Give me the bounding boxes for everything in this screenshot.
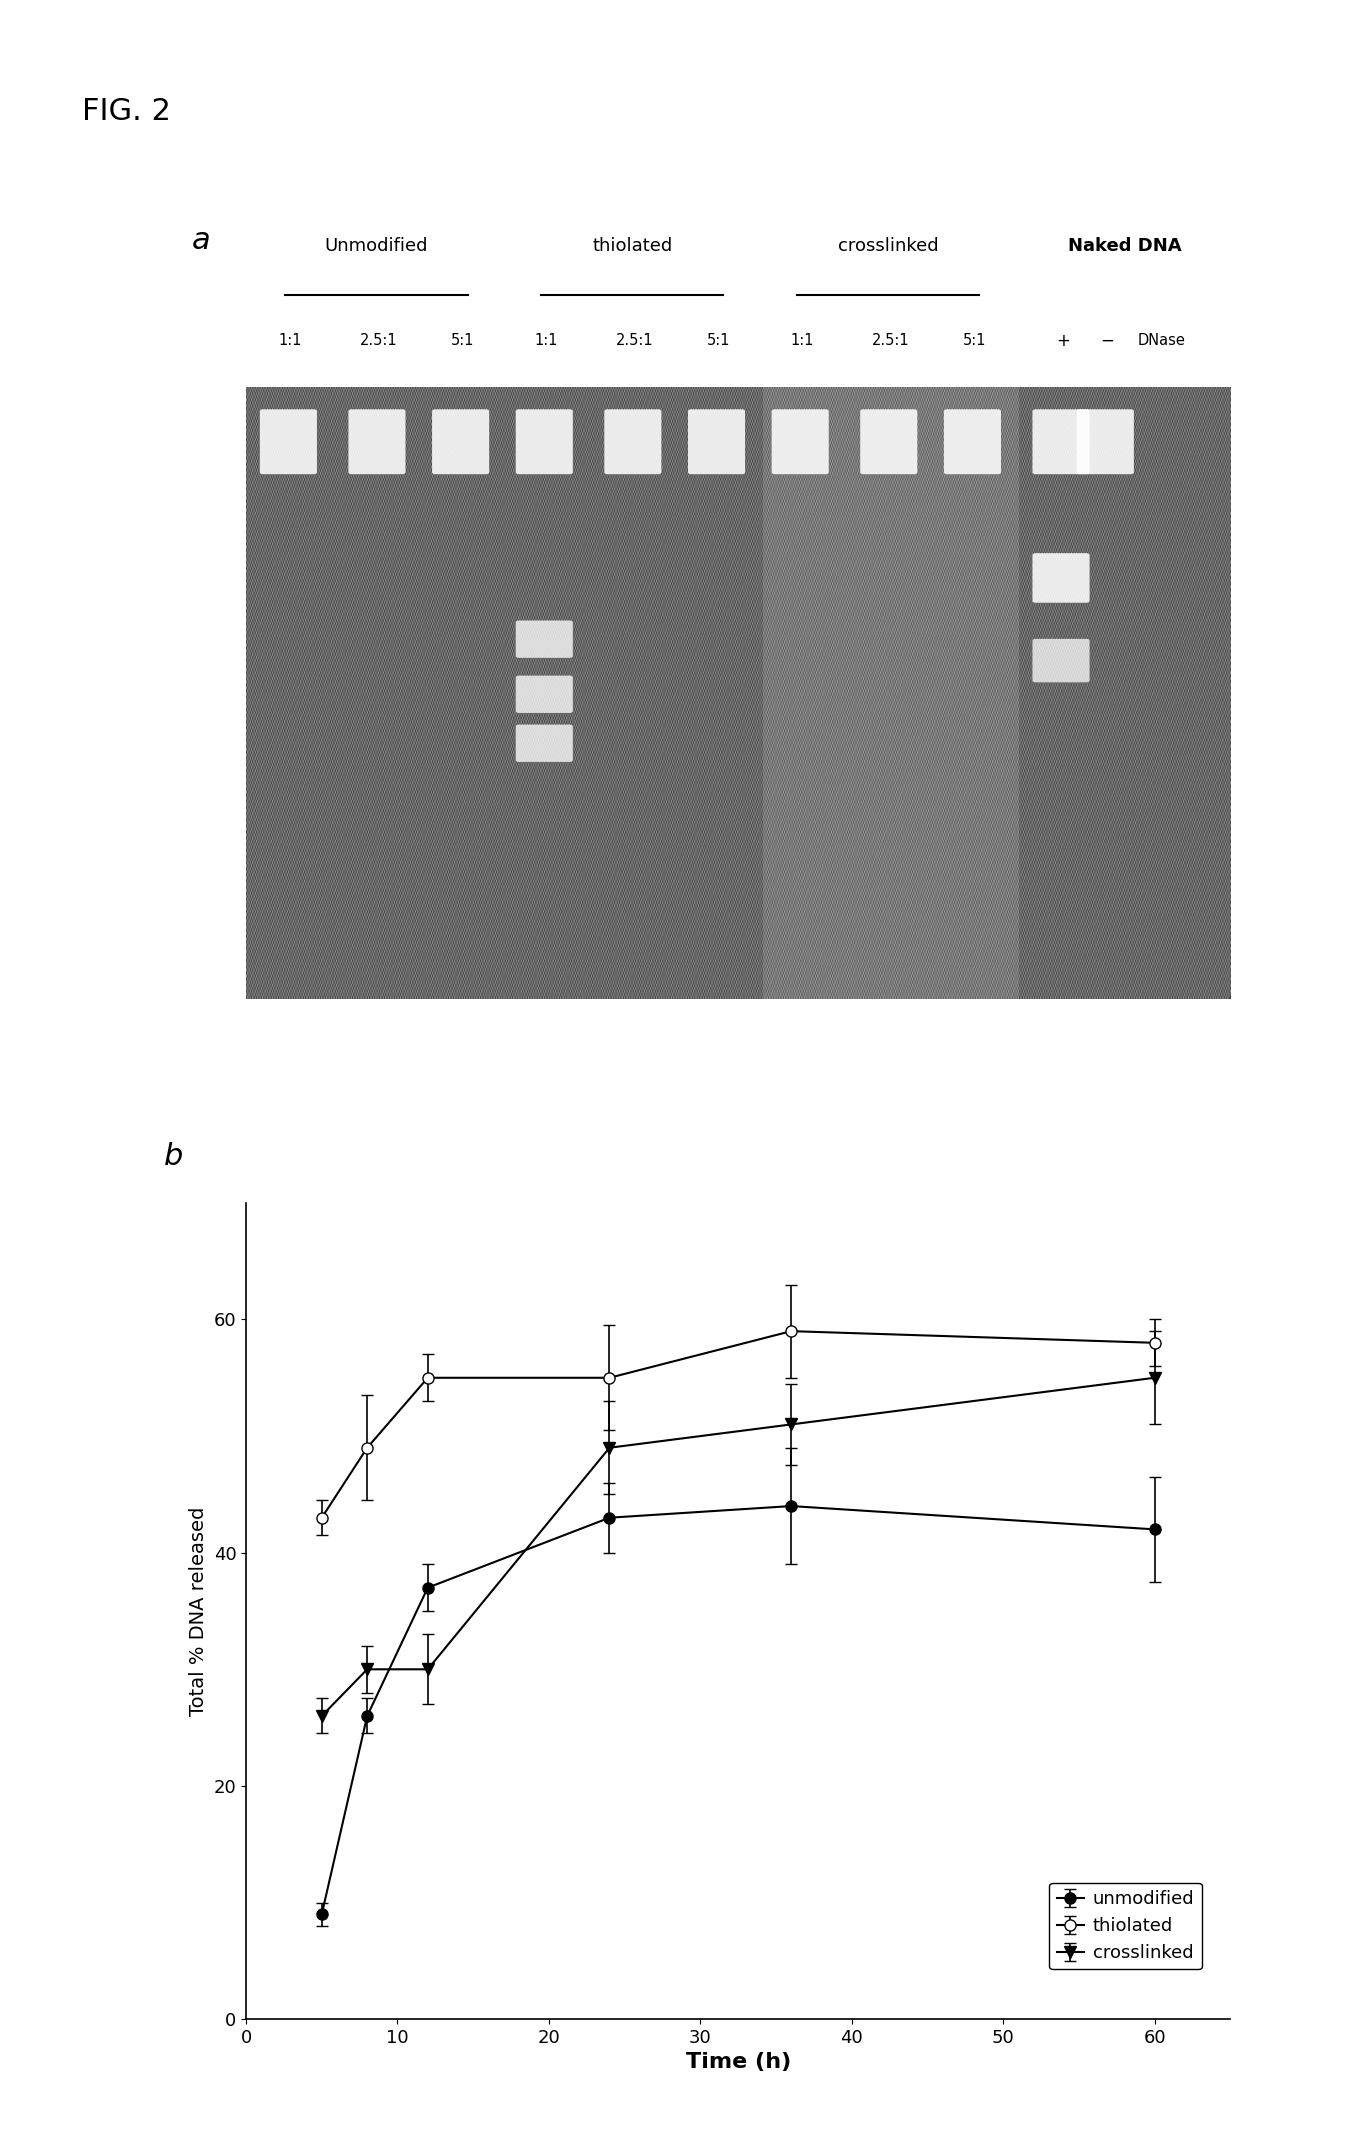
Text: 2.5:1: 2.5:1 <box>617 333 653 348</box>
Bar <box>763 387 1018 999</box>
FancyBboxPatch shape <box>1077 410 1133 475</box>
FancyBboxPatch shape <box>1032 638 1089 683</box>
FancyBboxPatch shape <box>688 410 745 475</box>
Text: 2.5:1: 2.5:1 <box>872 333 909 348</box>
FancyBboxPatch shape <box>515 677 573 713</box>
Text: Unmodified: Unmodified <box>325 236 428 256</box>
FancyBboxPatch shape <box>860 410 917 475</box>
FancyBboxPatch shape <box>943 410 1001 475</box>
Legend: unmodified, thiolated, crosslinked: unmodified, thiolated, crosslinked <box>1050 1884 1202 1970</box>
FancyBboxPatch shape <box>1032 554 1089 604</box>
Text: 1:1: 1:1 <box>534 333 558 348</box>
Text: b: b <box>164 1141 183 1171</box>
FancyBboxPatch shape <box>515 410 573 475</box>
Text: 5:1: 5:1 <box>962 333 986 348</box>
Text: 1:1: 1:1 <box>279 333 302 348</box>
Text: a: a <box>191 226 211 256</box>
FancyBboxPatch shape <box>260 410 317 475</box>
Text: −: − <box>1100 333 1114 350</box>
Y-axis label: Total % DNA released: Total % DNA released <box>189 1506 208 1716</box>
Text: crosslinked: crosslinked <box>838 236 939 256</box>
Text: DNase: DNase <box>1137 333 1185 348</box>
Text: 5:1: 5:1 <box>451 333 474 348</box>
X-axis label: Time (h): Time (h) <box>686 2051 790 2073</box>
Text: 2.5:1: 2.5:1 <box>360 333 398 348</box>
Text: 1:1: 1:1 <box>790 333 813 348</box>
Text: 5:1: 5:1 <box>707 333 730 348</box>
FancyBboxPatch shape <box>515 724 573 763</box>
FancyBboxPatch shape <box>1032 410 1089 475</box>
FancyBboxPatch shape <box>604 410 662 475</box>
FancyBboxPatch shape <box>349 410 406 475</box>
FancyBboxPatch shape <box>771 410 828 475</box>
FancyBboxPatch shape <box>432 410 489 475</box>
Text: FIG. 2: FIG. 2 <box>82 97 171 127</box>
Text: +: + <box>1057 333 1070 350</box>
Text: thiolated: thiolated <box>592 236 673 256</box>
FancyBboxPatch shape <box>515 621 573 657</box>
Text: Naked DNA: Naked DNA <box>1068 236 1181 256</box>
